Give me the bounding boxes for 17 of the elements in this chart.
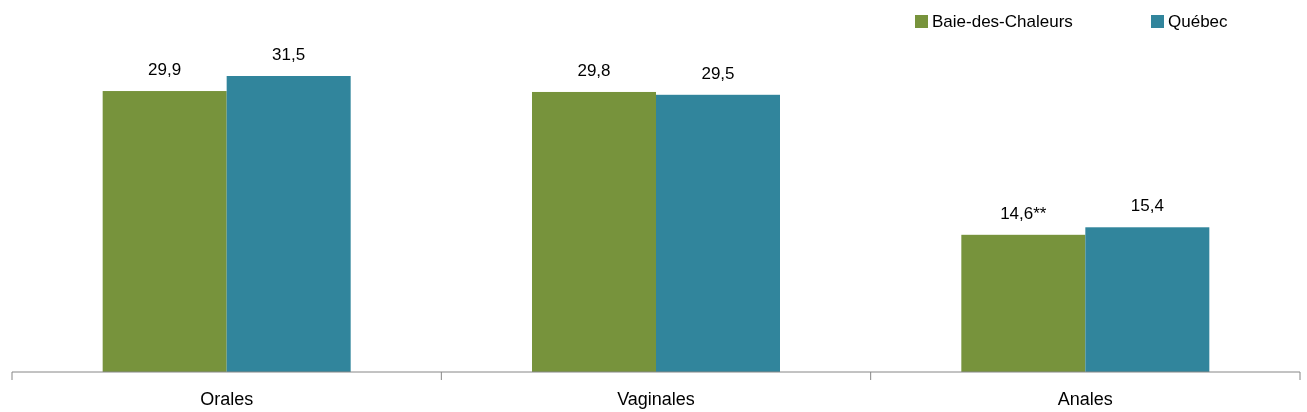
bar — [1085, 227, 1210, 372]
data-label: 29,5 — [701, 63, 735, 83]
data-label: 29,8 — [577, 60, 611, 80]
data-label: 15,4 — [1130, 196, 1164, 216]
bar — [961, 234, 1086, 372]
data-label: 29,9 — [148, 60, 182, 80]
bar — [532, 91, 656, 372]
x-tick-label: Vaginales — [617, 389, 695, 409]
bar — [102, 91, 227, 372]
data-label: 14,6** — [1000, 203, 1047, 223]
legend-label: Québec — [1168, 12, 1229, 31]
bar — [656, 94, 780, 372]
bar — [226, 76, 351, 372]
x-tick-label: Anales — [1057, 389, 1113, 409]
x-tick-label: Orales — [200, 389, 254, 409]
legend-label: Baie-des-Chaleurs — [932, 12, 1073, 31]
data-label: 31,5 — [272, 45, 306, 64]
